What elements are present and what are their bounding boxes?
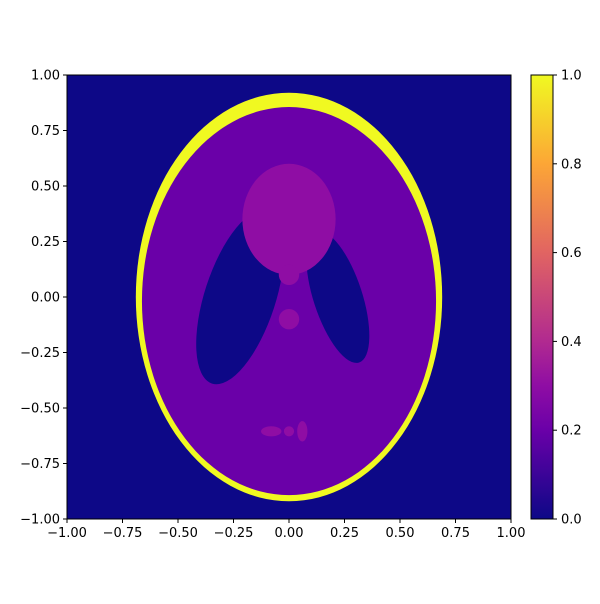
x-tick-label: 0.50 bbox=[386, 526, 415, 541]
x-tick-label: 0.00 bbox=[275, 526, 304, 541]
x-tick-label: −0.75 bbox=[103, 526, 143, 541]
y-axis: −1.00 −0.75 −0.50 −0.25 0.00 0.25 0.50 0.75 1.00 bbox=[20, 69, 67, 528]
colorbar-tick-label: 0.2 bbox=[561, 424, 582, 439]
phantom-small-center-upper bbox=[278, 264, 300, 286]
x-tick-label: −0.25 bbox=[214, 526, 254, 541]
y-tick-label: −1.00 bbox=[20, 513, 60, 528]
phantom-bottom-right-dot bbox=[297, 421, 308, 442]
x-tick-label: 0.75 bbox=[441, 526, 470, 541]
x-tick-label: 0.25 bbox=[330, 526, 359, 541]
y-tick-label: 0.50 bbox=[31, 180, 60, 195]
y-tick-label: −0.25 bbox=[20, 346, 60, 361]
y-tick-label: 0.25 bbox=[31, 235, 60, 250]
colorbar-tick-label: 0.4 bbox=[561, 335, 582, 350]
colorbar-tick-label: 1.0 bbox=[561, 69, 582, 84]
y-tick-label: 1.00 bbox=[31, 69, 60, 84]
x-tick-label: −0.50 bbox=[158, 526, 198, 541]
colorbar-gradient bbox=[530, 74, 554, 520]
x-tick-label: 1.00 bbox=[497, 526, 526, 541]
phantom-right-ventricle bbox=[306, 231, 370, 363]
colorbar: 0.0 0.2 0.4 0.6 0.8 1.0 bbox=[530, 69, 582, 528]
y-tick-label: 0.75 bbox=[31, 124, 60, 139]
phantom-bottom-center-dot bbox=[283, 426, 295, 437]
plot-area bbox=[67, 75, 511, 519]
x-tick-label: −1.00 bbox=[47, 526, 87, 541]
colorbar-tick-label: 0.6 bbox=[561, 246, 582, 261]
colorbar-tick-label: 0.0 bbox=[561, 513, 582, 528]
y-tick-label: −0.75 bbox=[20, 457, 60, 472]
phantom-upper-blob bbox=[242, 163, 336, 275]
phantom-bottom-left-dot bbox=[261, 426, 282, 437]
y-tick-label: −0.50 bbox=[20, 402, 60, 417]
phantom-small-center-lower bbox=[278, 308, 300, 330]
phantom-brain bbox=[141, 107, 437, 496]
y-tick-label: 0.00 bbox=[31, 291, 60, 306]
x-axis: −1.00 −0.75 −0.50 −0.25 0.00 0.25 0.50 0.75 1.00 bbox=[47, 519, 525, 541]
colorbar-tick-label: 0.8 bbox=[561, 157, 582, 172]
